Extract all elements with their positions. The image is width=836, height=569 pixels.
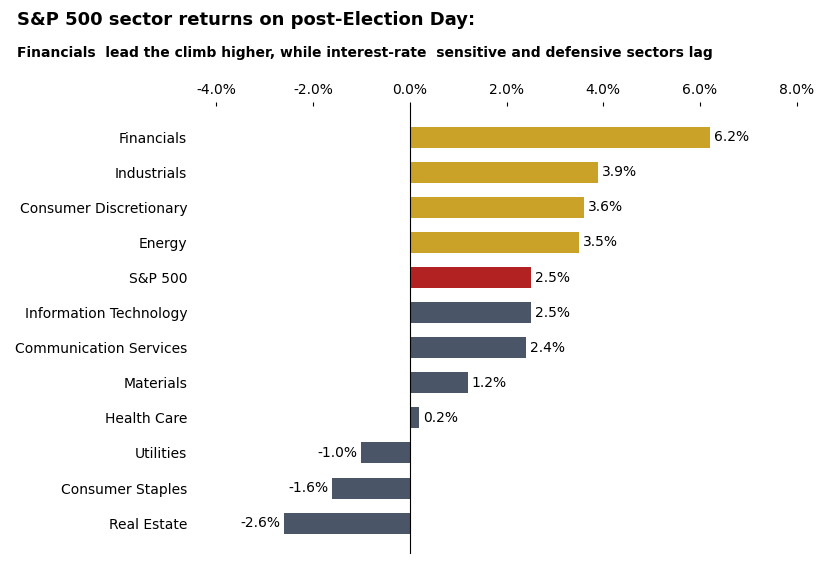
- Text: 3.5%: 3.5%: [583, 236, 618, 249]
- Text: S&P 500 sector returns on post-Election Day:: S&P 500 sector returns on post-Election …: [17, 11, 475, 30]
- Bar: [410, 162, 599, 183]
- Text: 1.2%: 1.2%: [472, 376, 507, 390]
- Bar: [284, 513, 410, 534]
- Text: 3.9%: 3.9%: [603, 165, 638, 179]
- Bar: [410, 302, 531, 323]
- Bar: [410, 337, 526, 358]
- Text: Financials  lead the climb higher, while interest-rate  sensitive and defensive : Financials lead the climb higher, while …: [17, 46, 712, 60]
- Text: -1.0%: -1.0%: [318, 446, 358, 460]
- Text: 2.5%: 2.5%: [534, 270, 569, 284]
- Text: -2.6%: -2.6%: [240, 516, 280, 530]
- Text: 3.6%: 3.6%: [588, 200, 623, 215]
- Text: 2.5%: 2.5%: [534, 306, 569, 320]
- Text: 6.2%: 6.2%: [714, 130, 749, 144]
- Bar: [410, 232, 579, 253]
- Text: 0.2%: 0.2%: [423, 411, 458, 425]
- Text: 2.4%: 2.4%: [530, 341, 565, 354]
- Text: -1.6%: -1.6%: [288, 481, 329, 495]
- Bar: [333, 477, 410, 498]
- Bar: [410, 267, 531, 288]
- Bar: [410, 127, 710, 148]
- Bar: [410, 197, 584, 218]
- Bar: [410, 372, 468, 393]
- Bar: [410, 407, 420, 428]
- Bar: [361, 443, 410, 464]
